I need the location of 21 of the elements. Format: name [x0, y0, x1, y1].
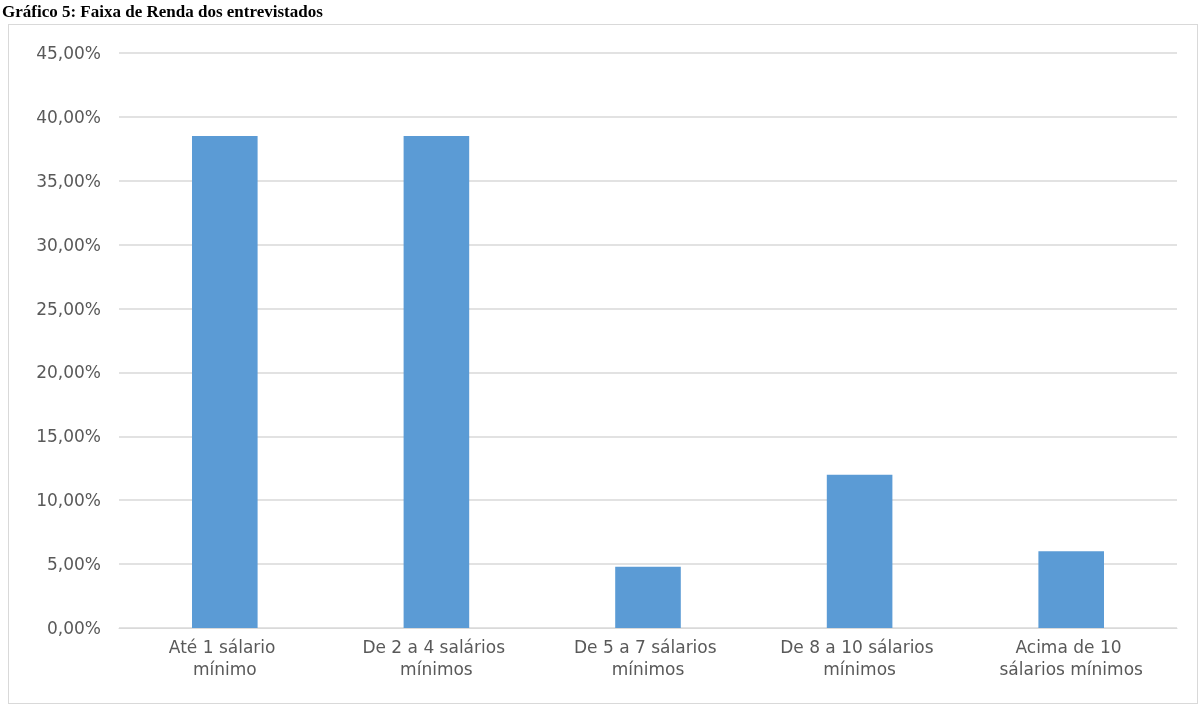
x-tick-label: De 2 a 4 salários mínimos: [362, 637, 511, 679]
y-tick-label: 25,00%: [36, 298, 101, 319]
y-tick-label: 5,00%: [46, 554, 101, 575]
bar: [403, 136, 470, 628]
x-tick-label: Até 1 sálario mínimo: [168, 637, 281, 679]
y-tick-label: 30,00%: [36, 234, 101, 255]
x-tick-label: De 8 a 10 sálarios mínimos: [780, 637, 940, 679]
bar: [1038, 551, 1104, 628]
bar: [826, 474, 893, 628]
bar: [192, 136, 258, 628]
bar: [615, 566, 681, 628]
y-tick-label: 40,00%: [36, 106, 101, 127]
chart-title: Gráfico 5: Faixa de Renda dos entrevistados: [1, 1, 324, 23]
y-tick-label: 10,00%: [36, 490, 101, 511]
y-tick-label: 0,00%: [46, 618, 101, 638]
y-tick-label: 35,00%: [36, 170, 101, 191]
x-tick-label: De 5 a 7 sálarios mínimos: [573, 637, 723, 679]
x-tick-label: Acima de 10 sálarios mínimos: [999, 637, 1144, 679]
y-tick-label: 45,00%: [36, 43, 101, 63]
y-tick-label: 15,00%: [36, 426, 101, 447]
y-tick-label: 20,00%: [36, 362, 101, 383]
